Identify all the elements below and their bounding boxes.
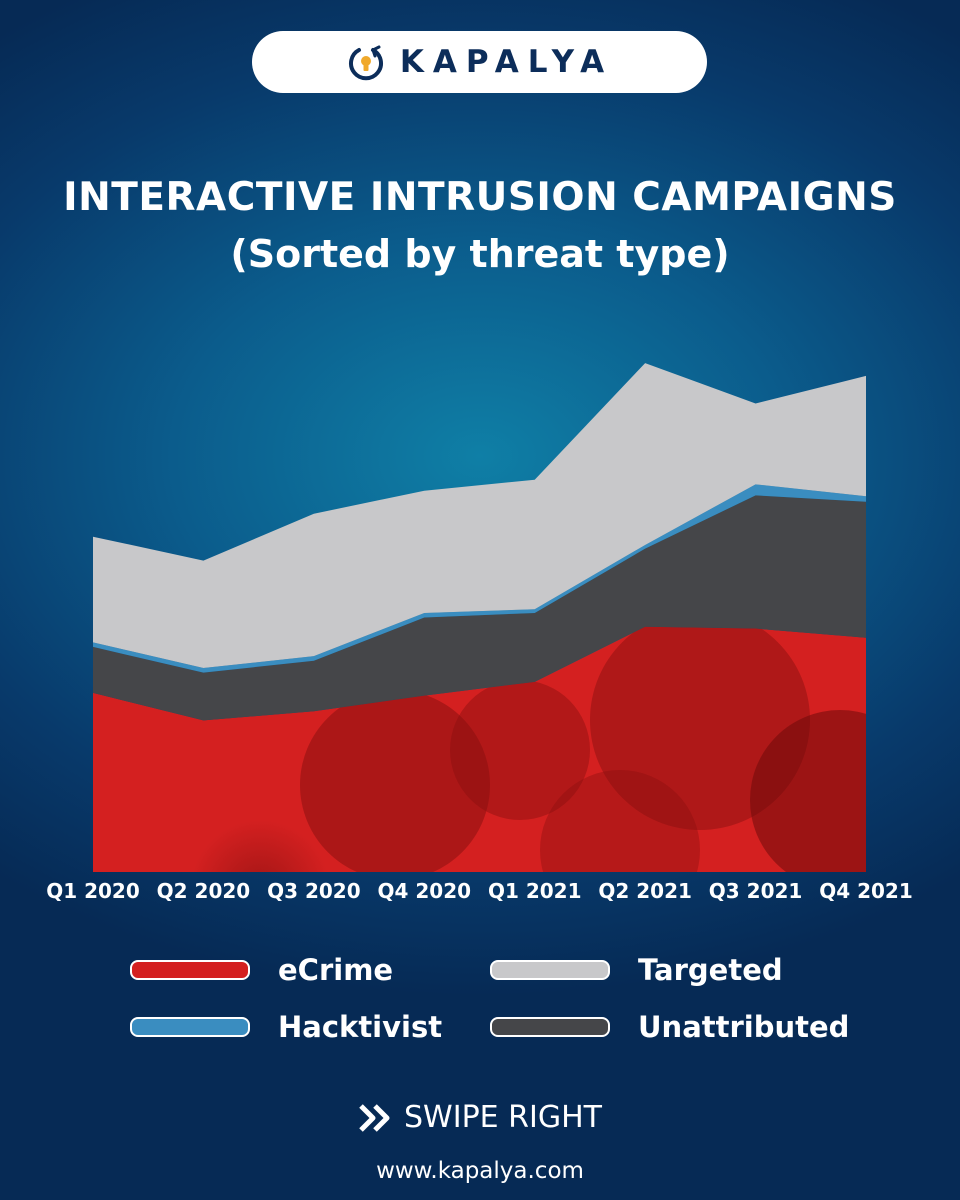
legend-label-hacktivist: Hacktivist bbox=[278, 1010, 443, 1044]
legend-swatch-unattributed bbox=[490, 1017, 610, 1037]
x-tick-label: Q3 2021 bbox=[709, 879, 803, 903]
x-tick-label: Q2 2021 bbox=[598, 879, 692, 903]
legend-swatch-ecrime bbox=[130, 960, 250, 980]
area-chart: Q1 2020 Q2 2020 Q3 2020 Q4 2020 Q1 2021 Q2 20… bbox=[46, 363, 913, 903]
legend-targeted: Targeted bbox=[490, 953, 783, 987]
chart-subtitle: (Sorted by threat type) bbox=[230, 232, 730, 276]
area-hacktivist bbox=[93, 484, 866, 673]
double-chevron-right-icon bbox=[359, 1103, 390, 1132]
legend-swatch-targeted bbox=[490, 960, 610, 980]
swipe-right-label: SWIPE RIGHT bbox=[404, 1100, 602, 1135]
x-tick-label: Q1 2020 bbox=[46, 879, 140, 903]
ecrime-texture bbox=[190, 626, 866, 872]
legend-label-ecrime: eCrime bbox=[278, 953, 394, 987]
x-tick-label: Q4 2021 bbox=[819, 879, 913, 903]
brand-name: KAPALYA bbox=[399, 44, 614, 80]
brand-logo: KAPALYA bbox=[252, 31, 707, 93]
swipe-right-cta[interactable]: SWIPE RIGHT bbox=[0, 1100, 960, 1135]
legend-label-unattributed: Unattributed bbox=[638, 1010, 850, 1044]
x-tick-label: Q2 2020 bbox=[157, 879, 251, 903]
x-tick-label: Q1 2021 bbox=[488, 879, 582, 903]
legend-swatch-hacktivist bbox=[130, 1017, 250, 1037]
legend-unattributed: Unattributed bbox=[490, 1010, 849, 1044]
x-tick-label: Q3 2020 bbox=[267, 879, 361, 903]
legend-label-targeted: Targeted bbox=[638, 953, 783, 987]
chart-title: INTERACTIVE INTRUSION CAMPAIGNS bbox=[63, 175, 897, 220]
website-link[interactable]: www.kapalya.com bbox=[376, 1158, 584, 1184]
legend-hacktivist: Hacktivist bbox=[130, 1010, 442, 1044]
lock-power-icon bbox=[348, 45, 383, 81]
area-unattributed bbox=[93, 495, 866, 721]
legend-ecrime: eCrime bbox=[130, 953, 393, 987]
x-tick-label: Q4 2020 bbox=[378, 879, 472, 903]
area-targeted bbox=[93, 363, 866, 669]
